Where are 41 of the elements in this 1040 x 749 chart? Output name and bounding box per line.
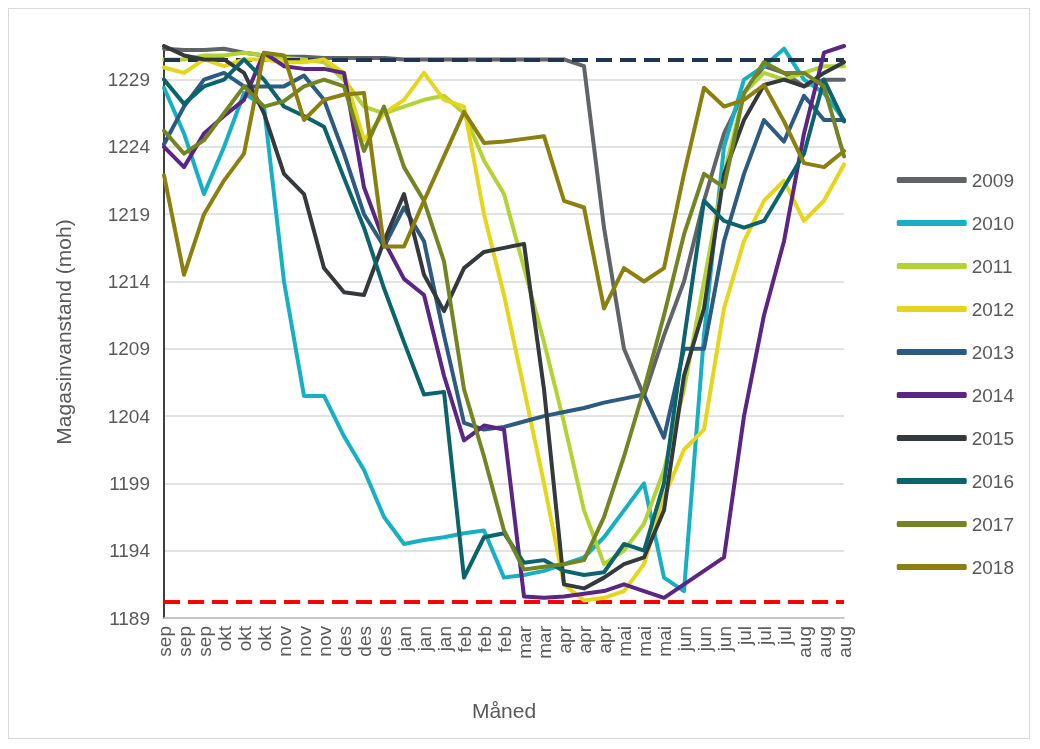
x-tick-label: feb	[473, 626, 495, 653]
x-tick-label: mar	[513, 625, 535, 659]
legend-label: 2009	[971, 169, 1015, 191]
x-tick-label: okt	[233, 625, 255, 652]
x-tick-label: mai	[633, 626, 655, 657]
x-tick-label: mai	[653, 626, 675, 657]
x-tick-label: des	[373, 626, 395, 657]
y-tick-label: 1214	[107, 271, 151, 293]
y-tick-label: 1224	[107, 136, 151, 158]
x-tick-label: nov	[273, 625, 295, 657]
legend-label: 2018	[971, 556, 1015, 578]
legend-label: 2017	[971, 513, 1015, 535]
y-tick-label: 1194	[109, 540, 151, 562]
legend-label: 2015	[971, 427, 1015, 449]
x-tick-label: mar	[533, 625, 555, 659]
x-tick-label: okt	[253, 625, 275, 652]
y-tick-label: 1219	[107, 203, 150, 225]
legend-label: 2011	[971, 255, 1013, 277]
legend-label: 2012	[971, 298, 1015, 320]
x-tick-label: des	[333, 626, 355, 657]
x-tick-label: apr	[553, 625, 575, 654]
y-tick-label: 1209	[107, 338, 150, 360]
legend-label: 2013	[971, 341, 1015, 363]
x-tick-label: feb	[493, 626, 515, 653]
legend-label: 2016	[971, 470, 1015, 492]
x-tick-label: jun	[673, 626, 695, 653]
x-tick-label: nov	[293, 625, 315, 657]
y-tick-label: 1189	[109, 607, 150, 629]
y-axis-title: Magasinvanstand (moh)	[52, 219, 75, 445]
y-tick-label: 1229	[107, 69, 150, 91]
y-tick-label: 1199	[109, 472, 150, 494]
x-tick-label: jul	[733, 626, 755, 647]
x-tick-label: sep	[153, 626, 175, 657]
legend-label: 2010	[971, 212, 1015, 234]
line-series	[162, 50, 846, 311]
x-tick-label: des	[353, 626, 375, 657]
x-axis-title: Måned	[471, 699, 537, 722]
y-tick-label: 1204	[107, 405, 151, 427]
x-tick-label: nov	[313, 625, 335, 657]
legend-label: 2014	[971, 384, 1015, 406]
x-tick-label: jan	[393, 626, 415, 653]
